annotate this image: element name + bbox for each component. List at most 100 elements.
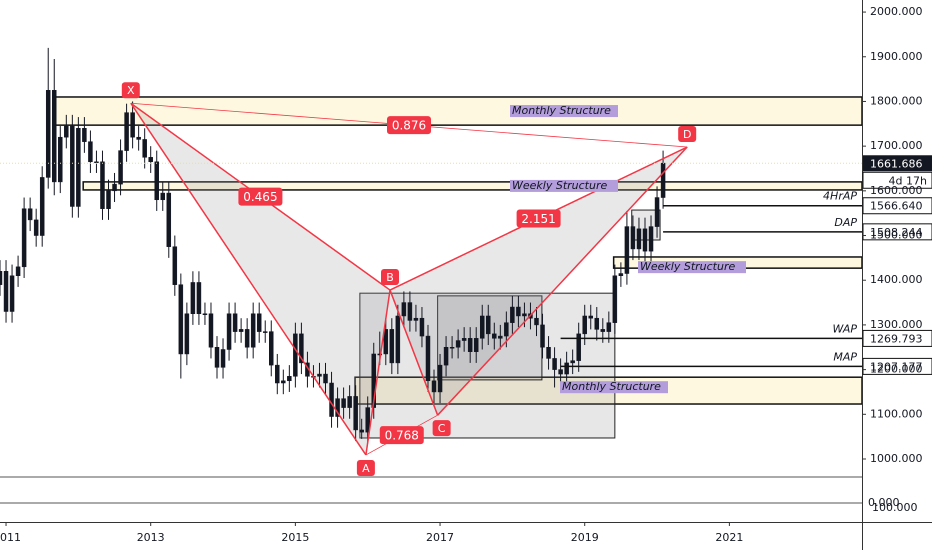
candle-body <box>347 396 352 408</box>
candle-body <box>546 347 551 359</box>
candle-body <box>630 226 636 250</box>
candle-body <box>455 340 461 348</box>
ratio-label: 0.768 <box>385 429 419 443</box>
candle-body <box>365 407 370 433</box>
candle-body <box>148 157 153 163</box>
point-label: D <box>683 128 691 141</box>
candle-body <box>467 338 473 352</box>
candle-body <box>648 226 654 252</box>
y-tick-label: 1000.000 <box>870 452 923 465</box>
candle-body <box>395 315 401 364</box>
candle-body <box>160 192 166 201</box>
candle-body <box>172 246 178 285</box>
candle-body <box>461 338 467 341</box>
candle-body <box>262 331 268 333</box>
pattern-line <box>389 289 439 416</box>
candle-body <box>45 90 51 178</box>
candle-body <box>389 329 395 364</box>
candle-body <box>100 161 105 209</box>
candle-body <box>166 192 172 247</box>
candle-body <box>208 313 214 348</box>
level-price-box <box>862 197 932 215</box>
x-tick-label: 011 <box>0 531 21 544</box>
candle-body <box>178 284 184 355</box>
x-tick-label: 2015 <box>281 531 309 544</box>
y-tick-label: 1100.000 <box>870 407 923 420</box>
y-tick-label: 1600.000 <box>870 184 923 197</box>
structure-zone <box>52 96 862 126</box>
candle-body <box>281 380 286 384</box>
candle-body <box>552 358 557 370</box>
countdown-box <box>862 171 932 189</box>
candle-body <box>275 364 280 384</box>
structure-zone <box>82 181 862 191</box>
pattern-line <box>130 102 367 456</box>
scale-label: 0.000 <box>868 496 900 509</box>
plot-area: Monthly Structure Weekly Structure Weekly … <box>0 47 862 476</box>
candle-body <box>437 364 443 393</box>
ratio-chip <box>379 426 424 445</box>
level-price: 1566.640 <box>870 200 923 213</box>
candle-body <box>479 315 485 339</box>
point-chip <box>432 420 451 437</box>
candle-body <box>136 136 141 140</box>
candle-body <box>443 347 449 366</box>
candle-body <box>299 333 304 364</box>
candle-body <box>256 313 262 332</box>
pattern-line <box>437 146 688 416</box>
ratio-label: 0.465 <box>243 190 277 204</box>
candle-body <box>88 141 93 163</box>
candle-body <box>130 112 135 138</box>
zone-label: Monthly Structure <box>512 104 611 117</box>
candle-body <box>39 177 45 236</box>
candle-body <box>371 353 376 408</box>
point-chip <box>381 269 400 286</box>
candle-body <box>612 275 618 323</box>
candle-body <box>106 190 111 209</box>
candle-body <box>624 226 630 274</box>
candle-body <box>570 360 575 364</box>
zone-label: Weekly Structure <box>512 179 607 192</box>
candle-body <box>190 282 196 314</box>
point-label: B <box>386 271 394 284</box>
x-tick-label: 2013 <box>137 531 165 544</box>
candle-body <box>33 219 39 236</box>
candle-body <box>660 162 666 198</box>
last-price: 1661.686 <box>870 157 923 170</box>
y-tick-label: 1800.000 <box>870 94 923 107</box>
zone-label: Monthly Structure <box>562 380 661 393</box>
scale-label: 100.000 <box>872 501 918 514</box>
candle-body <box>70 125 75 207</box>
level-price-box <box>862 223 932 241</box>
y-tick-label: 1500.000 <box>870 229 923 242</box>
candle-body <box>76 128 81 207</box>
candle-body <box>449 347 455 349</box>
candle-body <box>220 349 226 368</box>
ratio-chip <box>516 209 561 228</box>
ratio-chip <box>238 187 283 206</box>
candle-body <box>112 183 117 192</box>
level-price: 1269.793 <box>870 332 923 345</box>
candle-body <box>359 429 364 433</box>
candle-body <box>431 380 437 393</box>
candle-body <box>0 271 3 285</box>
candle-body <box>293 333 298 377</box>
candle-body <box>353 396 358 431</box>
candle-body <box>576 333 581 361</box>
candle-body <box>184 313 190 355</box>
level-price-box <box>862 357 932 375</box>
candle-body <box>142 139 147 158</box>
countdown: 4d 17h <box>889 174 927 187</box>
last-price-box <box>863 155 932 172</box>
candle-body <box>329 382 334 417</box>
candle-body <box>564 362 569 375</box>
candle-body <box>124 112 129 151</box>
point-label: X <box>127 84 135 97</box>
candle-body <box>588 315 593 319</box>
level-price-box <box>862 329 932 347</box>
candle-body <box>636 228 642 250</box>
candle-body <box>486 315 491 335</box>
zone-label-bg <box>638 261 746 274</box>
candle-body <box>58 136 63 183</box>
